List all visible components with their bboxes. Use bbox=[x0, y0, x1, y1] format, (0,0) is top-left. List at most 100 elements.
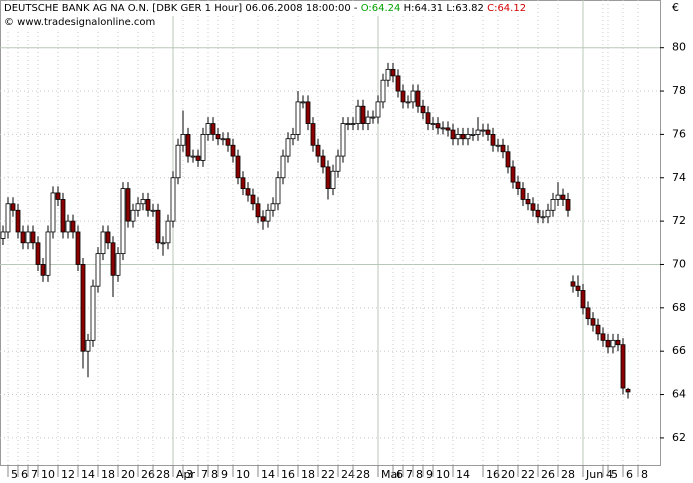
x-tick-label: 14 bbox=[261, 468, 275, 481]
candle-body bbox=[455, 134, 461, 140]
y-unit: € bbox=[672, 1, 679, 14]
x-tick-label: 16 bbox=[281, 468, 295, 481]
candle-body bbox=[60, 199, 66, 233]
candle-body bbox=[580, 290, 586, 309]
candle-body bbox=[565, 199, 571, 211]
x-tick-label: 18 bbox=[101, 468, 115, 481]
candle-body bbox=[170, 177, 176, 222]
candle-body bbox=[25, 231, 31, 244]
candle-body bbox=[80, 264, 86, 352]
candle-body bbox=[375, 101, 381, 118]
candle-body bbox=[570, 281, 576, 287]
x-tick-label: 22 bbox=[321, 468, 335, 481]
candle-body bbox=[395, 75, 401, 92]
candle-body bbox=[610, 339, 616, 348]
x-tick-label: 20 bbox=[501, 468, 515, 481]
candle-body bbox=[320, 155, 326, 168]
x-tick-label: 12 bbox=[61, 468, 75, 481]
candle-body bbox=[135, 203, 141, 211]
candle-body bbox=[295, 101, 301, 135]
candle-body bbox=[175, 144, 181, 179]
candle-body bbox=[165, 220, 171, 244]
x-tick-label: 8 bbox=[641, 468, 648, 481]
candle-body bbox=[510, 166, 516, 183]
x-tick-label: Apr bbox=[176, 468, 196, 481]
candle-body bbox=[355, 105, 361, 124]
plot-frame bbox=[0, 0, 661, 466]
candle-body bbox=[280, 155, 286, 179]
open-text: O:64.24 bbox=[360, 3, 401, 14]
x-tick-label: 8 bbox=[416, 468, 423, 481]
x-tick-label: 22 bbox=[521, 468, 535, 481]
candle-body bbox=[350, 123, 356, 125]
candle-body bbox=[470, 134, 476, 136]
candle-body bbox=[110, 242, 116, 276]
y-tick-label: 74 bbox=[672, 171, 686, 184]
x-tick-label: 3 bbox=[186, 468, 193, 481]
candle-body bbox=[435, 123, 441, 129]
candle-body bbox=[460, 134, 466, 140]
candle-body bbox=[315, 144, 321, 157]
x-tick-label: Jun bbox=[585, 468, 603, 481]
candle-body bbox=[0, 231, 6, 239]
candle-body bbox=[480, 129, 486, 132]
x-tick-label: 18 bbox=[301, 468, 315, 481]
candle-body bbox=[560, 194, 566, 200]
x-tick-label: 5 bbox=[611, 468, 618, 481]
candle-body bbox=[30, 231, 36, 244]
x-tick-label: 14 bbox=[81, 468, 95, 481]
x-tick-label: 7 bbox=[406, 468, 413, 481]
x-tick-label: Mai bbox=[381, 468, 400, 481]
candle-body bbox=[585, 307, 591, 320]
candle-body bbox=[270, 203, 276, 211]
x-tick-label: 24 bbox=[341, 468, 355, 481]
candle-body bbox=[430, 123, 436, 125]
candle-body bbox=[615, 339, 621, 346]
subtitle: © www.tradesignalonline.com bbox=[4, 17, 156, 28]
candle-body bbox=[235, 155, 241, 179]
header: DEUTSCHE BANK AG NA O.N. [DBK GER 1 Hour… bbox=[2, 2, 529, 30]
candle-body bbox=[255, 203, 261, 218]
candle-body bbox=[95, 253, 101, 287]
x-tick-label: 26 bbox=[141, 468, 155, 481]
candle-body bbox=[265, 209, 271, 222]
candle-body bbox=[620, 344, 626, 389]
candle-body bbox=[390, 68, 396, 77]
candle-body bbox=[150, 209, 156, 212]
candle-body bbox=[250, 194, 256, 205]
candle-body bbox=[370, 116, 376, 119]
x-tick-label: 9 bbox=[426, 468, 433, 481]
candle-body bbox=[345, 123, 351, 125]
candle-body bbox=[360, 105, 366, 124]
chart-title: DEUTSCHE BANK AG NA O.N. [DBK GER 1 Hour… bbox=[4, 3, 358, 14]
x-tick-label: 5 bbox=[11, 468, 18, 481]
candle-body bbox=[325, 166, 331, 190]
candle-body bbox=[275, 177, 281, 205]
candle-body bbox=[310, 123, 316, 146]
y-tick-label: 78 bbox=[672, 84, 686, 97]
candle-body bbox=[105, 231, 111, 244]
candle-body bbox=[335, 155, 341, 172]
candle-body bbox=[140, 199, 146, 205]
x-tick-label: 8 bbox=[211, 468, 218, 481]
candle-body bbox=[420, 105, 426, 114]
candle-body bbox=[545, 209, 551, 218]
candle-body bbox=[160, 242, 166, 245]
x-tick-label: 10 bbox=[436, 468, 450, 481]
candle-body bbox=[380, 79, 386, 103]
candle-body bbox=[605, 339, 611, 348]
candle-body bbox=[145, 199, 151, 211]
x-tick-label: 6 bbox=[626, 468, 633, 481]
subtitle-row: © www.tradesignalonline.com bbox=[2, 16, 158, 30]
candle-body bbox=[70, 220, 76, 233]
candle-body bbox=[155, 209, 161, 244]
candle-body bbox=[520, 188, 526, 200]
candle-body bbox=[120, 188, 126, 255]
candle-body bbox=[220, 138, 226, 141]
candle-body bbox=[505, 151, 511, 168]
x-tick-label: 28 bbox=[356, 468, 370, 481]
candle-body bbox=[450, 129, 456, 140]
candle-body bbox=[365, 116, 371, 124]
